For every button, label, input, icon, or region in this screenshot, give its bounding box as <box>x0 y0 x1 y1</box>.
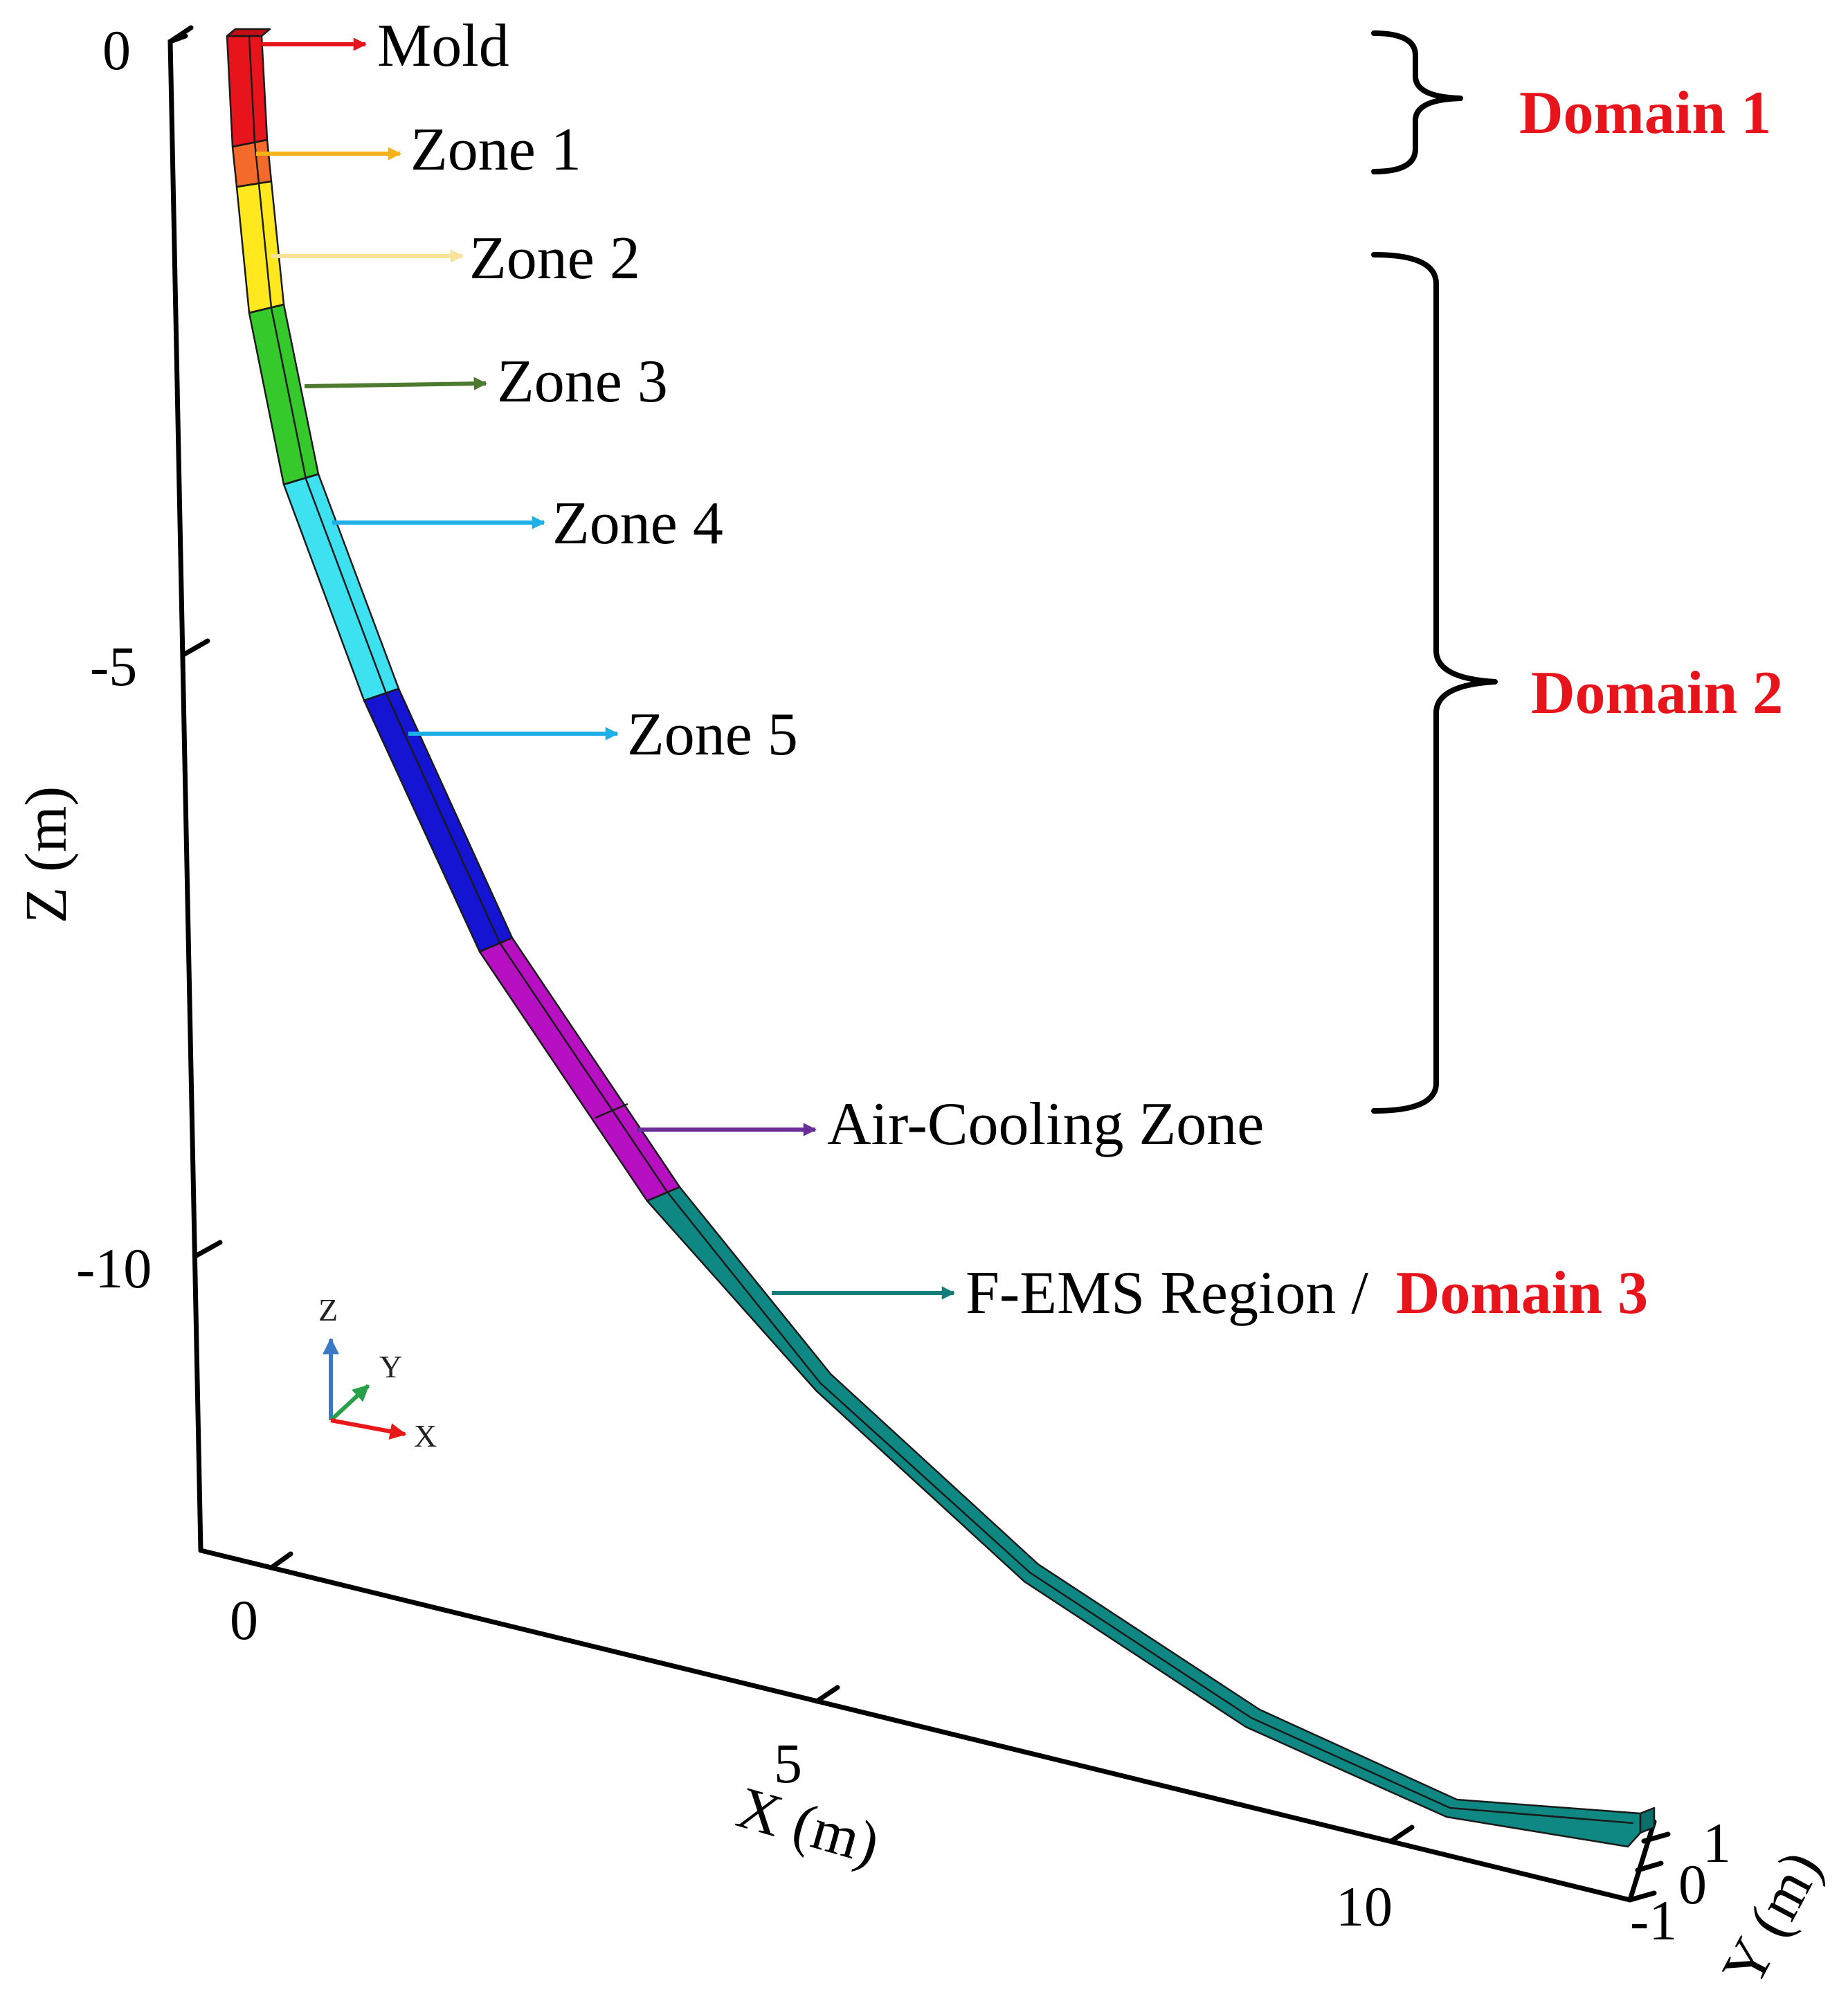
y-tick-label-minus1: -1 <box>1630 1889 1677 1952</box>
x-tick-label-5: 5 <box>774 1732 802 1795</box>
label-zone4: Zone 4 <box>552 490 723 557</box>
strand <box>226 28 1656 1848</box>
axes-frame <box>167 25 1671 1903</box>
z-tick-0 <box>167 25 194 44</box>
triad-y-arrow <box>329 1384 370 1422</box>
x-tick-label-10: 10 <box>1336 1875 1393 1938</box>
brace-domain2 <box>1371 252 1498 1114</box>
label-fems: F-EMS Region / <box>966 1260 1368 1327</box>
strand-segment-zone4 <box>282 473 400 702</box>
triad-y-label: Y <box>379 1349 402 1384</box>
z-tick-label-0: 0 <box>102 19 131 82</box>
triad-x-arrow <box>330 1418 407 1440</box>
strand-top-face <box>226 28 271 37</box>
triad-z-label: Z <box>318 1292 338 1328</box>
y-tick-1 <box>1641 1831 1671 1844</box>
y-tick-label-1: 1 <box>1703 1811 1731 1874</box>
label-domain2: Domain 2 <box>1531 660 1783 727</box>
x-tick-5 <box>814 1685 840 1704</box>
label-zone2: Zone 2 <box>469 225 640 292</box>
callout-arrows <box>256 37 955 1300</box>
y-tick-minus1 <box>1627 1890 1657 1903</box>
strand-segment-zone1 <box>231 138 273 188</box>
strand-inner-edge <box>248 35 1634 1825</box>
x-tick-label-0: 0 <box>230 1588 258 1651</box>
strand-segment-air-cooling <box>478 936 681 1202</box>
z-axis-line <box>167 33 203 1553</box>
brace-domain1 <box>1371 30 1463 174</box>
label-domain1: Domain 1 <box>1519 80 1771 147</box>
label-zone5: Zone 5 <box>627 701 798 768</box>
strand-segment-zone3 <box>248 303 320 486</box>
label-fems-line: F-EMS Region / Domain 3 <box>966 1260 1648 1327</box>
strand-segment-zone5 <box>363 687 514 953</box>
y-tick-0 <box>1635 1860 1664 1873</box>
domain-braces <box>1371 30 1498 1114</box>
z-tick-minus5 <box>181 638 210 658</box>
strand-segment-mold <box>226 35 269 148</box>
label-zone1: Zone 1 <box>410 116 581 183</box>
label-zone3: Zone 3 <box>497 348 668 415</box>
x-axis-line <box>198 1548 1633 1903</box>
label-domain3: Domain 3 <box>1396 1260 1648 1327</box>
x-tick-10 <box>1388 1825 1415 1844</box>
strand-end-face <box>1639 1807 1656 1834</box>
x-tick-0 <box>269 1551 293 1570</box>
label-mold: Mold <box>377 12 509 80</box>
z-tick-label-minus10: -10 <box>76 1237 152 1300</box>
z-tick-label-minus5: -5 <box>90 635 137 698</box>
y-tick-label-0: 0 <box>1678 1853 1707 1916</box>
arrow-zone3 <box>304 377 487 390</box>
z-tick-minus10 <box>192 1240 223 1259</box>
triad-x-label: X <box>414 1418 437 1454</box>
coordinate-triad <box>323 1337 407 1440</box>
label-air-cooling: Air-Cooling Zone <box>827 1091 1264 1158</box>
z-axis-title: Z (m) <box>12 786 79 923</box>
x-axis-title: X (m) <box>730 1773 887 1877</box>
y-axis-line <box>1627 1819 1657 1903</box>
